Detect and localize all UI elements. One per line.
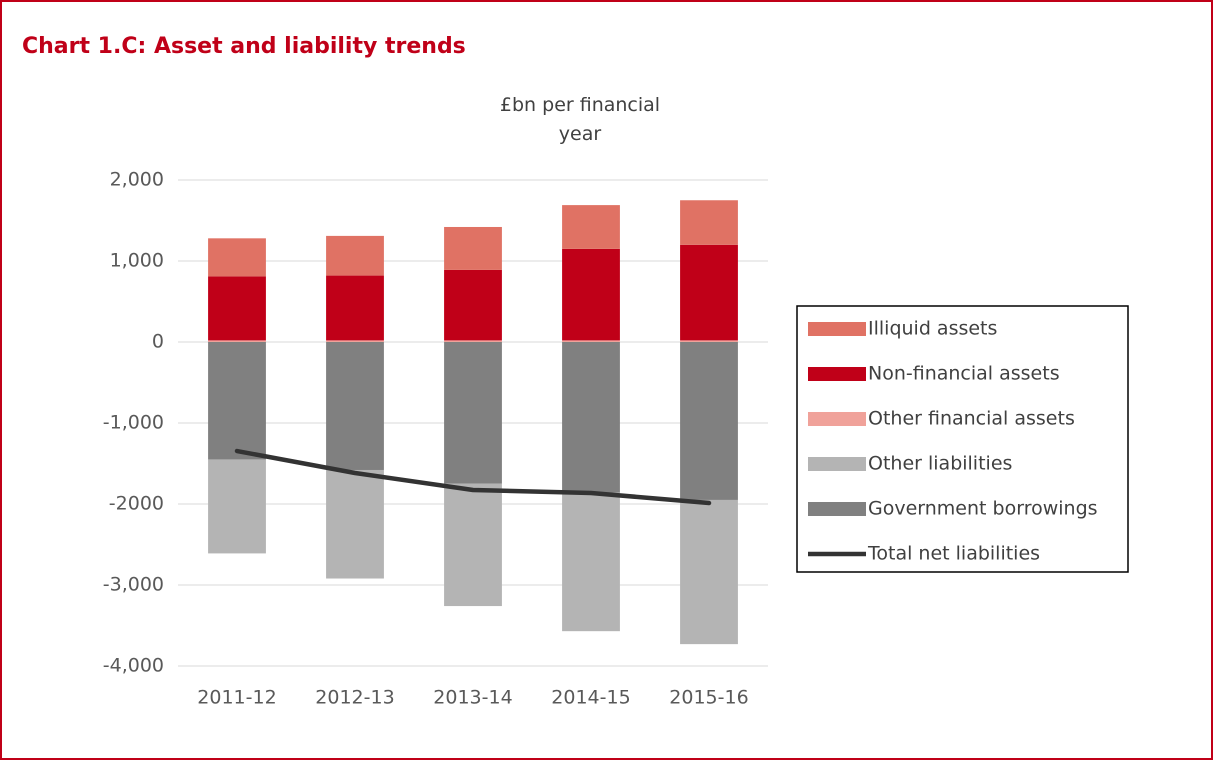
y-tick-label: -1,000 bbox=[103, 412, 164, 434]
bar bbox=[562, 340, 620, 342]
bar bbox=[680, 340, 738, 342]
legend-swatch bbox=[808, 457, 866, 471]
bar bbox=[326, 469, 384, 579]
bar bbox=[208, 276, 266, 341]
legend-swatch bbox=[808, 502, 866, 516]
legend-swatch bbox=[808, 322, 866, 336]
y-tick-label: -4,000 bbox=[103, 655, 164, 677]
bar bbox=[208, 342, 266, 460]
legend-label: Total net liabilities bbox=[867, 543, 1040, 565]
legend-label: Other liabilities bbox=[868, 453, 1012, 475]
y-tick-label: 1,000 bbox=[110, 250, 164, 272]
axis-title: £bn per financial year bbox=[500, 94, 660, 145]
bar bbox=[208, 238, 266, 277]
bar bbox=[680, 244, 738, 341]
y-tick-label: 2,000 bbox=[110, 169, 164, 191]
x-tick-label: 2013-14 bbox=[433, 687, 512, 709]
x-tick-label: 2012-13 bbox=[315, 687, 394, 709]
legend-label: Other financial assets bbox=[868, 408, 1075, 430]
bar bbox=[444, 483, 502, 607]
x-tick-label: 2011-12 bbox=[197, 687, 276, 709]
y-tick-label: 0 bbox=[152, 331, 164, 353]
bar bbox=[208, 340, 266, 342]
bar bbox=[562, 248, 620, 341]
bar bbox=[562, 492, 620, 632]
x-tick-label: 2014-15 bbox=[551, 687, 630, 709]
bar bbox=[562, 342, 620, 493]
legend-label: Illiquid assets bbox=[868, 318, 997, 340]
bar bbox=[326, 275, 384, 341]
bar bbox=[680, 200, 738, 245]
legend-label: Government borrowings bbox=[868, 498, 1098, 520]
bar bbox=[444, 226, 502, 270]
legend bbox=[796, 305, 1129, 573]
bar bbox=[326, 235, 384, 276]
bar bbox=[680, 342, 738, 500]
y-tick-label: -2000 bbox=[109, 493, 164, 515]
bar bbox=[326, 342, 384, 470]
bar bbox=[208, 459, 266, 554]
bar bbox=[444, 342, 502, 484]
line bbox=[234, 448, 712, 506]
legend-label: Non-financial assets bbox=[868, 363, 1060, 385]
bar bbox=[444, 269, 502, 341]
bar bbox=[680, 499, 738, 645]
y-tick-label: -3,000 bbox=[103, 574, 164, 596]
bar bbox=[562, 205, 620, 249]
legend-swatch bbox=[808, 367, 866, 381]
bar bbox=[326, 340, 384, 342]
legend-swatch bbox=[808, 412, 866, 426]
bar bbox=[444, 340, 502, 342]
x-tick-label: 2015-16 bbox=[669, 687, 748, 709]
chart-title: Chart 1.C: Asset and liability trends bbox=[22, 34, 466, 59]
